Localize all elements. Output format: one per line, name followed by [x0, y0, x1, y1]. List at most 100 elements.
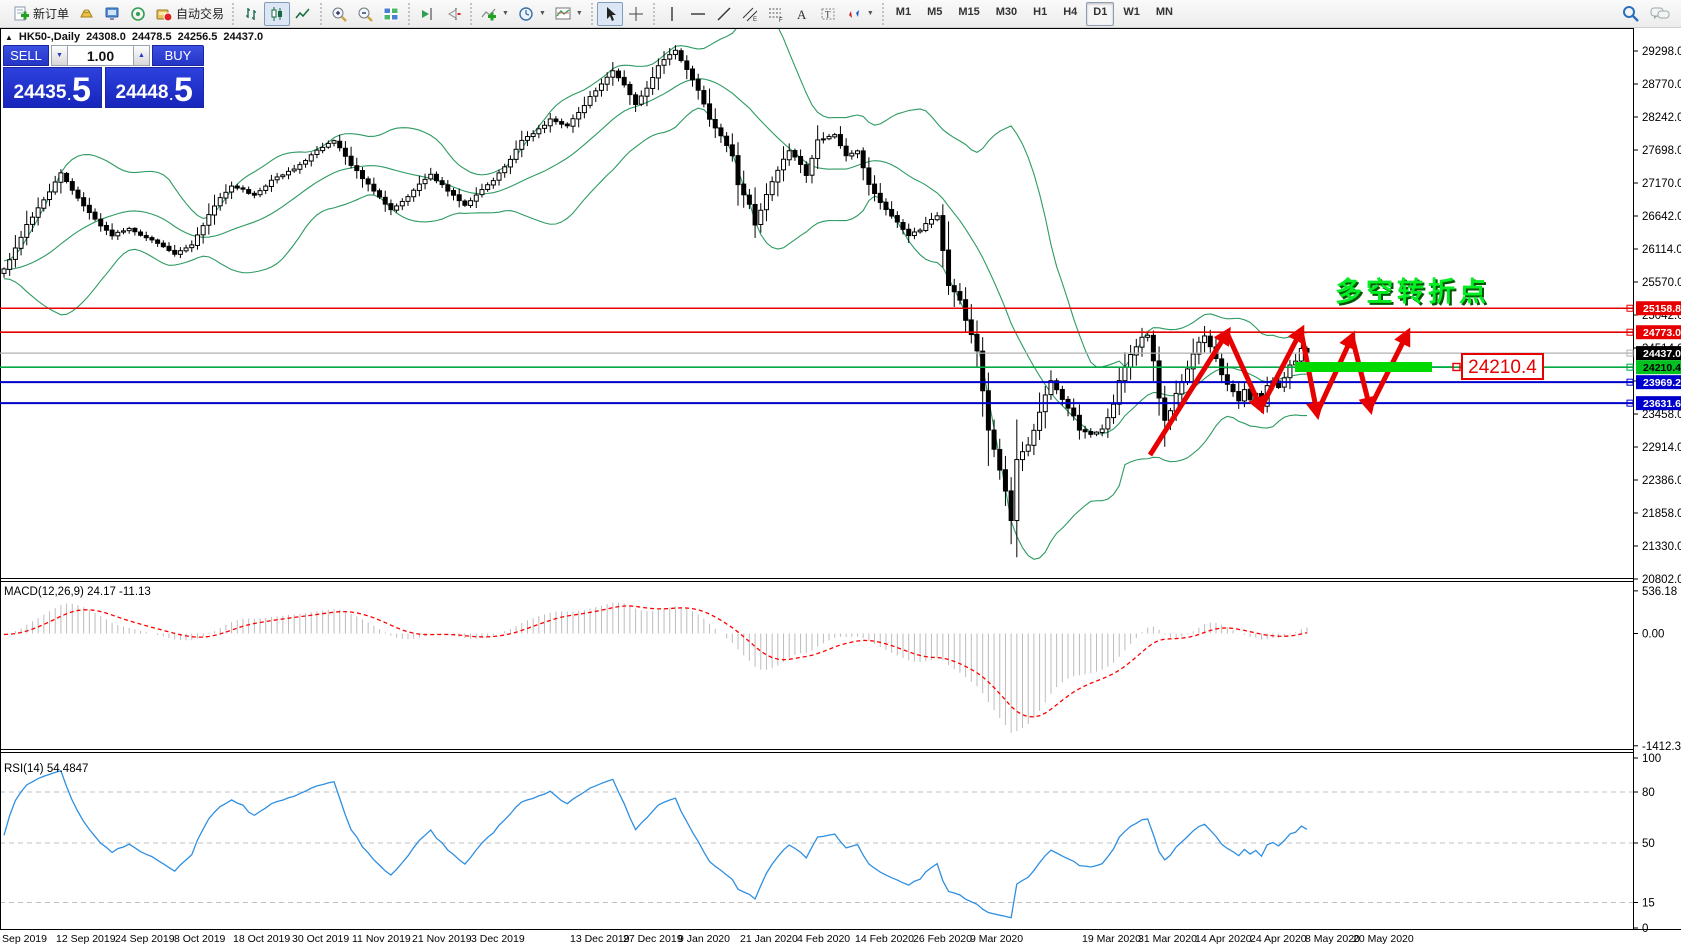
bar-chart-button[interactable]: [238, 2, 264, 26]
rsi-line: [3, 769, 1308, 919]
sell-price-dot: .: [67, 88, 72, 103]
zigzag-arrow[interactable]: [1224, 331, 1265, 415]
timeframe-button-M15[interactable]: M15: [958, 5, 980, 18]
tile-windows-icon: [383, 7, 399, 20]
new-order-button[interactable]: 新订单: [8, 2, 73, 26]
text-button[interactable]: A: [789, 2, 815, 26]
zigzag-arrow[interactable]: [1147, 326, 1231, 457]
gold-button[interactable]: [73, 2, 99, 26]
volume-decrease-button[interactable]: ▼: [51, 45, 68, 66]
timeframe-button-H1[interactable]: H1: [1033, 5, 1048, 18]
zigzag-arrow[interactable]: [1258, 324, 1305, 410]
line-chart-button[interactable]: [290, 2, 316, 26]
svg-text:T: T: [825, 9, 831, 19]
cursor-button[interactable]: [596, 1, 623, 26]
candlestick-icon: [271, 6, 283, 21]
broadcast-icon: [131, 6, 145, 21]
autotrading-button[interactable]: 自动交易: [151, 2, 228, 26]
svg-text:A: A: [797, 7, 807, 22]
chat-icon[interactable]: [1649, 4, 1671, 24]
text-label-button[interactable]: T: [815, 2, 841, 26]
x-axis-labels: Sep 2019 12 Sep 2019 24 Sep 2019 8 Oct 2019…: [2, 933, 1414, 945]
toolbar-group-insert: ▼ ▼ ▼: [470, 2, 587, 26]
text-icon: A: [797, 7, 807, 22]
svg-text:12 Sep 2019: 12 Sep 2019: [56, 933, 116, 945]
equidistant-channel-button[interactable]: E: [737, 2, 763, 26]
crosshair-button[interactable]: [623, 2, 649, 26]
timeframe-button-M5[interactable]: M5: [927, 5, 943, 18]
templates-icon: [555, 7, 571, 19]
timeframe-button-H4[interactable]: H4: [1063, 5, 1078, 18]
metaeditor-button[interactable]: [99, 2, 125, 26]
buy-price-big-digit: 5: [174, 71, 193, 109]
broadcast-button[interactable]: [125, 2, 151, 26]
timeframe-button-D1[interactable]: D1: [1086, 1, 1115, 26]
svg-text:536.18: 536.18: [1642, 586, 1677, 598]
fibonacci-button[interactable]: F: [763, 2, 789, 26]
toolbar-group-zoom: [320, 2, 404, 26]
timeframe-button-MN[interactable]: MN: [1155, 5, 1173, 18]
svg-text:24437.0: 24437.0: [1643, 348, 1681, 360]
svg-text:F: F: [779, 18, 783, 23]
search-icon[interactable]: [1621, 4, 1641, 24]
templates-button[interactable]: ▼: [550, 2, 587, 26]
svg-text:80: 80: [1642, 787, 1655, 799]
metaeditor-icon: [105, 7, 119, 20]
axis-badge-24773.0: [1636, 325, 1681, 340]
buy-button[interactable]: BUY: [152, 45, 204, 66]
pane-borders: [0, 28, 1681, 930]
svg-text:8 May 2020: 8 May 2020: [1305, 933, 1360, 945]
vertical-line-icon: [671, 6, 673, 21]
dropdown-arrow-icon: ▼: [502, 10, 509, 17]
toolbar-group-trade: 新订单 自动交易: [4, 3, 228, 25]
volume-input[interactable]: 1.00: [68, 45, 133, 66]
volume-increase-button[interactable]: ▲: [133, 45, 150, 66]
svg-text:24773.0: 24773.0: [1643, 327, 1681, 339]
trendline-button[interactable]: [711, 2, 737, 26]
chart-shift-button[interactable]: [440, 2, 466, 26]
svg-text:21858.0: 21858.0: [1642, 508, 1681, 520]
volume-box: ▼ 1.00 ▲: [51, 45, 150, 66]
indicators-button[interactable]: ▼: [476, 2, 513, 26]
auto-scroll-button[interactable]: [414, 2, 440, 26]
zoom-in-button[interactable]: [326, 2, 352, 26]
svg-text:15: 15: [1642, 898, 1655, 910]
indicators-icon: [481, 8, 497, 20]
periods-button[interactable]: ▼: [513, 2, 550, 26]
timeframe-button-W1[interactable]: W1: [1123, 5, 1140, 18]
fibonacci-icon: F: [768, 8, 783, 23]
svg-text:3 Dec 2019: 3 Dec 2019: [471, 933, 525, 945]
chart-canvas[interactable]: 29298.0 28770.0 28242.0 27698.0 27170.0 26642…: [0, 28, 1681, 947]
arrows-button[interactable]: ▼: [841, 2, 878, 26]
collapse-icon[interactable]: ▲: [5, 32, 13, 42]
green-level-bar[interactable]: [1295, 362, 1432, 372]
chart-window: 29298.0 28770.0 28242.0 27698.0 27170.0 26642…: [0, 28, 1681, 947]
svg-text:24 Apr 2020: 24 Apr 2020: [1250, 933, 1307, 945]
close-value: 24437.0: [223, 31, 264, 43]
candlestick-chart-button[interactable]: [264, 1, 291, 26]
zoom-in-icon: [332, 7, 347, 22]
bollinger-band-l: [3, 107, 1308, 560]
timeframe-button-M1[interactable]: M1: [895, 5, 912, 18]
timeframe-button-M30[interactable]: M30: [995, 5, 1018, 18]
arrows-icon: [848, 9, 859, 18]
horizontal-line-icon: [690, 12, 705, 15]
zigzag-arrow[interactable]: [1314, 330, 1356, 415]
svg-text:26114.0: 26114.0: [1642, 244, 1681, 256]
svg-text:MACD(12,26,9) 24.17 -11.13: MACD(12,26,9) 24.17 -11.13: [4, 586, 151, 598]
zigzag-arrow[interactable]: [1349, 336, 1377, 415]
sell-button[interactable]: SELL: [3, 45, 49, 66]
horizontal-line-button[interactable]: [685, 2, 711, 26]
symbol-period-label: HK50-,Daily: [18, 31, 81, 43]
svg-text:26642.0: 26642.0: [1642, 211, 1681, 223]
svg-text:18 Oct 2019: 18 Oct 2019: [233, 933, 290, 945]
buy-price-box[interactable]: 24448. 5: [104, 67, 204, 109]
zoom-out-button[interactable]: [352, 2, 378, 26]
sell-price-box[interactable]: 24435. 5: [3, 67, 102, 108]
vertical-line-button[interactable]: [659, 2, 685, 26]
low-value: 24256.5: [177, 31, 218, 43]
tile-windows-button[interactable]: [378, 2, 404, 26]
svg-text:28242.0: 28242.0: [1642, 112, 1681, 124]
price-annotation-box[interactable]: [1461, 353, 1544, 380]
